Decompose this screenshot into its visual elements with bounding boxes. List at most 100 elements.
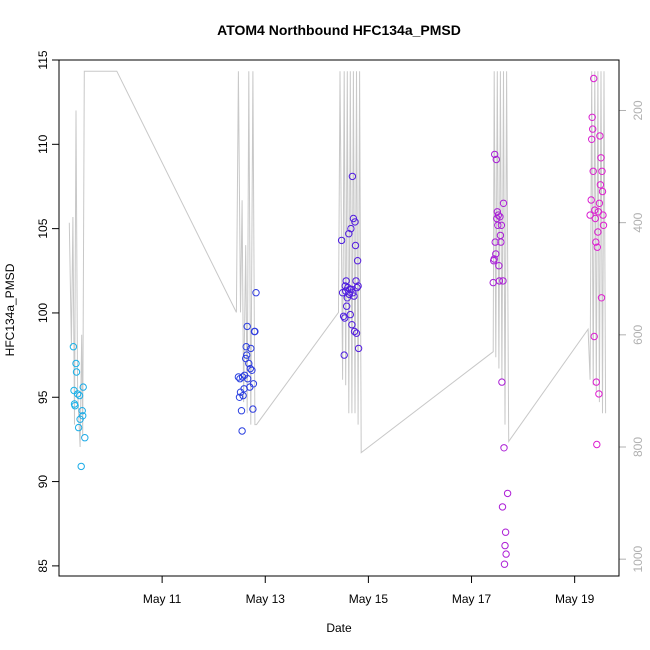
data-point bbox=[353, 257, 362, 265]
data-point bbox=[243, 351, 251, 359]
data-point bbox=[588, 135, 596, 144]
x-axis: May 11 May 13 May 15 May 17 May 19 bbox=[143, 576, 595, 606]
data-point bbox=[345, 230, 353, 238]
y-tick-label: 85 bbox=[36, 559, 50, 573]
x-axis-label: Date bbox=[326, 621, 352, 635]
data-point bbox=[343, 302, 351, 310]
altitude-line bbox=[68, 70, 607, 454]
x-tick-label: May 17 bbox=[452, 592, 492, 606]
data-point bbox=[593, 243, 601, 251]
data-point bbox=[596, 132, 604, 140]
data-point bbox=[588, 113, 596, 122]
data-point bbox=[502, 550, 510, 558]
data-point bbox=[249, 405, 257, 413]
data-point bbox=[350, 292, 358, 300]
data-point bbox=[354, 282, 362, 290]
data-point bbox=[498, 378, 506, 386]
data-point bbox=[501, 528, 510, 536]
data-point bbox=[589, 167, 597, 176]
data-point bbox=[239, 391, 247, 400]
data-point bbox=[337, 236, 346, 245]
data-point bbox=[349, 289, 357, 297]
data-point bbox=[499, 277, 507, 285]
data-point bbox=[242, 343, 250, 351]
data-point bbox=[249, 380, 258, 388]
data-point bbox=[590, 74, 598, 83]
data-point bbox=[598, 187, 607, 196]
data-point bbox=[341, 314, 349, 322]
data-point bbox=[353, 283, 361, 292]
data-point bbox=[352, 329, 361, 337]
data-point bbox=[497, 238, 505, 246]
data-point bbox=[351, 218, 359, 226]
data-point bbox=[346, 310, 354, 319]
x-tick-label: May 13 bbox=[246, 592, 286, 606]
data-point bbox=[597, 294, 606, 302]
data-point bbox=[252, 289, 260, 297]
data-point bbox=[498, 503, 507, 511]
y-tick-label: 95 bbox=[36, 390, 50, 404]
data-point bbox=[500, 560, 509, 568]
y-tick-label: 115 bbox=[36, 50, 50, 69]
data-point bbox=[77, 462, 85, 471]
data-point bbox=[492, 250, 500, 258]
data-point bbox=[591, 206, 599, 214]
data-point bbox=[490, 255, 498, 263]
data-point bbox=[595, 199, 604, 208]
data-point bbox=[348, 172, 357, 181]
secondary-y-axis: 200 400 600 800 1000 bbox=[619, 100, 645, 573]
data-point bbox=[491, 150, 499, 159]
y2-tick-label: 1000 bbox=[631, 546, 645, 573]
data-point bbox=[71, 402, 79, 410]
y-axis: 85 90 95 100 105 110 115 bbox=[36, 50, 59, 573]
data-point bbox=[345, 290, 353, 299]
data-point bbox=[354, 344, 363, 353]
data-point bbox=[248, 366, 256, 374]
y-axis-label: HFC134a_PMSD bbox=[3, 263, 17, 356]
data-point bbox=[79, 412, 87, 420]
y-tick-label: 110 bbox=[36, 134, 50, 153]
data-point bbox=[491, 238, 499, 246]
data-point bbox=[594, 228, 602, 236]
data-point bbox=[344, 283, 352, 292]
y2-tick-label: 400 bbox=[631, 212, 645, 232]
data-point bbox=[78, 407, 86, 415]
data-point bbox=[494, 221, 502, 230]
data-point bbox=[592, 378, 600, 386]
y2-tick-label: 600 bbox=[631, 324, 645, 344]
data-point bbox=[349, 214, 358, 223]
data-point bbox=[350, 327, 359, 336]
y-tick-label: 105 bbox=[36, 218, 50, 238]
data-point bbox=[500, 444, 508, 452]
data-point bbox=[494, 211, 502, 219]
data-point bbox=[587, 196, 595, 204]
data-point bbox=[503, 489, 512, 498]
data-point bbox=[497, 221, 506, 230]
altitude-series bbox=[68, 70, 607, 454]
y2-tick-label: 200 bbox=[631, 100, 645, 120]
data-point bbox=[251, 327, 259, 336]
data-point bbox=[495, 262, 503, 270]
data-point bbox=[599, 221, 608, 230]
data-point bbox=[340, 351, 348, 359]
data-point bbox=[351, 241, 360, 250]
data-point bbox=[72, 359, 80, 368]
x-tick-label: May 11 bbox=[143, 592, 182, 606]
data-point bbox=[238, 373, 247, 381]
data-point bbox=[347, 224, 355, 233]
data-point bbox=[342, 277, 350, 285]
data-point bbox=[243, 322, 251, 331]
data-point bbox=[247, 344, 255, 353]
data-point bbox=[599, 211, 607, 219]
data-point bbox=[589, 125, 597, 133]
y-tick-label: 90 bbox=[36, 475, 50, 489]
data-point bbox=[339, 312, 348, 320]
data-point bbox=[495, 277, 504, 285]
data-point bbox=[81, 434, 89, 442]
data-point bbox=[595, 390, 603, 398]
y-tick-label: 100 bbox=[36, 303, 50, 323]
data-point bbox=[238, 427, 246, 435]
data-point bbox=[598, 167, 606, 176]
data-point bbox=[245, 359, 253, 368]
